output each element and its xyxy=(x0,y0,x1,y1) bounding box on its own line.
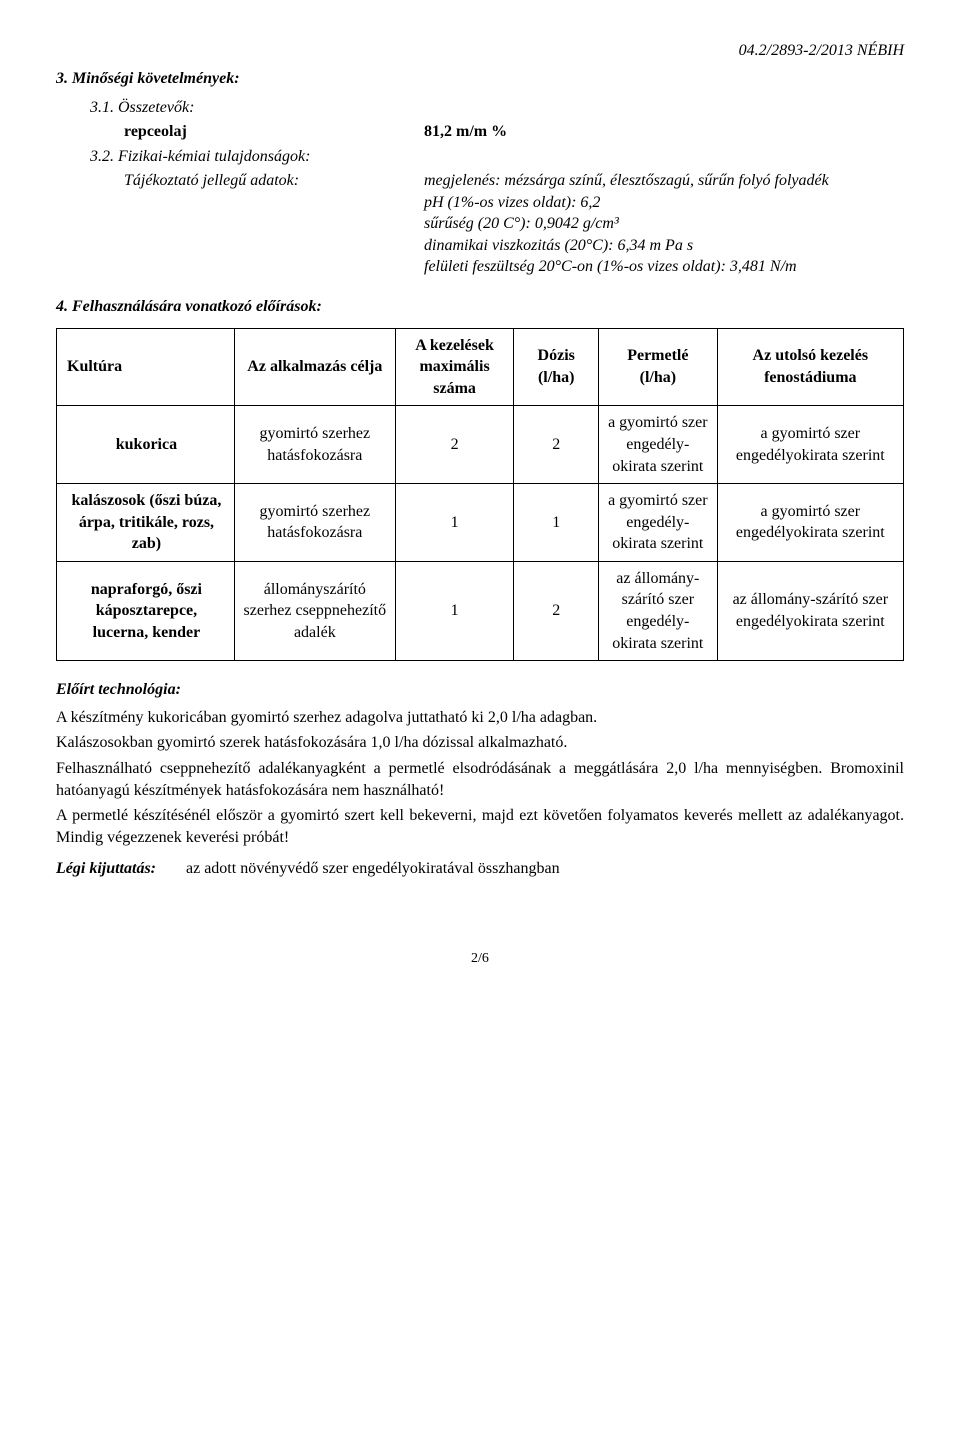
viscosity-text: dinamikai viszkozitás (20°C): 6,34 m Pa … xyxy=(424,235,904,257)
usage-table: Kultúra Az alkalmazás célja A kezelések … xyxy=(56,328,904,662)
table-row: napraforgó, őszi káposztarepce, lucerna,… xyxy=(57,561,904,660)
cell-dozis: 2 xyxy=(514,406,599,484)
component-name: repceolaj xyxy=(124,121,424,143)
document-reference: 04.2/2893-2/2013 NÉBIH xyxy=(56,40,904,62)
cell-kez: 1 xyxy=(395,484,514,562)
subsection-3-1-title: 3.1. Összetevők: xyxy=(90,97,904,119)
page-number: 2/6 xyxy=(56,950,904,969)
density-text: sűrűség (20 C°): 0,9042 g/cm³ xyxy=(424,213,904,235)
col-kultura: Kultúra xyxy=(57,328,235,406)
tech-p4: A permetlé készítésénél először a gyomir… xyxy=(56,805,904,848)
legi-text: az adott növényvédő szer engedélyokiratá… xyxy=(186,858,560,880)
section-3-title: 3. Minőségi követelmények: xyxy=(56,68,904,90)
cell-perm: az állomány-szárító szer engedély-okirat… xyxy=(599,561,718,660)
cell-perm: a gyomirtó szer engedély-okirata szerint xyxy=(599,484,718,562)
col-dozis: Dózis (l/ha) xyxy=(514,328,599,406)
cell-utolso: a gyomirtó szer engedélyokirata szerint xyxy=(717,406,903,484)
col-kezelesek: A kezelések maximális száma xyxy=(395,328,514,406)
cell-alk: gyomirtó szerhez hatásfokozásra xyxy=(234,406,395,484)
cell-alk: gyomirtó szerhez hatásfokozásra xyxy=(234,484,395,562)
cell-dozis: 1 xyxy=(514,484,599,562)
table-row: kukorica gyomirtó szerhez hatásfokozásra… xyxy=(57,406,904,484)
cell-perm: a gyomirtó szer engedély-okirata szerint xyxy=(599,406,718,484)
tech-p1: A készítmény kukoricában gyomirtó szerhe… xyxy=(56,707,904,729)
ph-text: pH (1%-os vizes oldat): 6,2 xyxy=(424,192,904,214)
legi-label: Légi kijuttatás: xyxy=(56,858,186,880)
cell-alk: állományszárító szerhez cseppnehezítő ad… xyxy=(234,561,395,660)
tech-title: Előírt technológia: xyxy=(56,679,904,701)
cell-kez: 2 xyxy=(395,406,514,484)
component-value: 81,2 m/m % xyxy=(424,121,904,143)
cell-dozis: 2 xyxy=(514,561,599,660)
cell-kultura: kalászosok (őszi búza, árpa, tritikále, … xyxy=(57,484,235,562)
table-header-row: Kultúra Az alkalmazás célja A kezelések … xyxy=(57,328,904,406)
surface-tension-text: felületi feszültség 20°C-on (1%-os vizes… xyxy=(424,256,904,278)
tech-p2: Kalászosokban gyomirtó szerek hatásfokoz… xyxy=(56,732,904,754)
cell-kultura: kukorica xyxy=(57,406,235,484)
cell-utolso: az állomány-szárító szer engedélyokirata… xyxy=(717,561,903,660)
section-4-title: 4. Felhasználására vonatkozó előírások: xyxy=(56,296,904,318)
cell-utolso: a gyomirtó szer engedélyokirata szerint xyxy=(717,484,903,562)
table-row: kalászosok (őszi búza, árpa, tritikále, … xyxy=(57,484,904,562)
data-label: Tájékoztató jellegű adatok: xyxy=(124,170,424,278)
appearance-text: megjelenés: mézsárga színű, élesztőszagú… xyxy=(424,170,904,192)
subsection-3-2-title: 3.2. Fizikai-kémiai tulajdonságok: xyxy=(90,146,904,168)
col-utolso: Az utolsó kezelés fenostádiuma xyxy=(717,328,903,406)
cell-kez: 1 xyxy=(395,561,514,660)
col-permetle: Permetlé (l/ha) xyxy=(599,328,718,406)
col-alkalmazas: Az alkalmazás célja xyxy=(234,328,395,406)
cell-kultura: napraforgó, őszi káposztarepce, lucerna,… xyxy=(57,561,235,660)
tech-p3: Felhasználható cseppnehezítő adalékanyag… xyxy=(56,758,904,801)
